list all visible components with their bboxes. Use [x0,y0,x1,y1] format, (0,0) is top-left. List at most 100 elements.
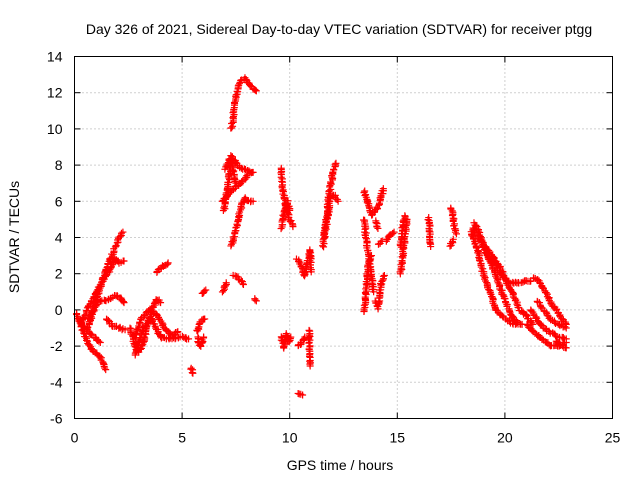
x-tick-labels: 0 5 10 15 20 25 [71,430,621,446]
data-point [279,211,287,219]
data-point [189,369,197,377]
data-point [252,87,260,95]
sdtvar-track-34 [372,217,382,232]
data-point [424,216,432,224]
data-point [380,272,388,280]
data-point [251,85,259,93]
x-tick-label: 25 [605,430,621,446]
data-point [299,391,307,399]
data-point [136,335,144,343]
data-point [451,225,459,233]
data-point [80,329,88,337]
data-point [374,224,382,232]
y-tick-label: 10 [47,121,63,137]
y-tick-label: 12 [47,85,63,101]
sdtvar-track-12 [198,286,210,297]
data-point [96,284,104,292]
data-point [528,319,536,327]
sdtvar-track-19 [227,74,260,132]
data-point [221,282,229,290]
x-tick-label: 0 [71,430,79,446]
data-point [220,204,228,212]
sdtvar-track-17 [227,194,257,250]
data-point [231,178,239,186]
data-point [529,320,537,328]
sdtvar-track-4 [85,292,128,322]
data-point [133,325,141,333]
sdtvar-track-21 [251,295,260,305]
data-point [522,310,530,318]
data-point [120,257,128,265]
sdtvar-track-23 [277,197,294,233]
sdtvar-track-50 [533,297,570,332]
data-point [82,333,90,341]
sdtvar-track-41 [447,204,460,238]
data-point [451,228,459,236]
data-point [200,287,208,295]
x-axis-title: GPS time / hours [287,457,394,473]
data-point [83,336,91,344]
data-point [220,287,228,295]
data-point [499,312,507,320]
data-point [117,229,125,237]
data-point [279,190,287,198]
data-point [374,205,382,213]
data-point [373,223,381,231]
data-point [489,252,497,260]
data-point [237,277,245,285]
data-point [174,328,182,336]
data-point [230,99,238,107]
data-point [239,281,247,289]
sdtvar-track-20 [229,271,247,289]
data-point [555,340,563,348]
data-point [486,289,494,297]
data-point [156,315,164,323]
data-point [334,197,342,205]
data-point [378,237,386,245]
data-point [306,362,314,370]
data-point [284,203,292,211]
sdtvar-track-42 [446,235,457,250]
data-point [400,216,408,224]
sdtvar-track-27 [294,389,307,399]
y-tick-label: 8 [55,157,63,173]
sdtvar-track-10 [187,364,197,377]
y-axis-title: SDTVAR / TECUs [6,181,22,293]
data-point [96,353,104,361]
data-point [379,272,387,280]
data-point [472,221,480,229]
data-points [73,74,570,399]
sdtvar-track-25 [292,246,315,280]
data-point [492,261,500,269]
sdtvar-track-11 [193,315,209,335]
data-point [107,254,115,262]
sdtvar-track-40 [424,214,435,251]
sdtvar-track-39 [396,212,409,251]
data-point [232,179,240,187]
sdtvar-track-9 [153,259,172,276]
data-point [101,364,109,372]
data-point [475,256,483,264]
data-point [452,230,460,238]
data-point [87,330,95,338]
data-point [119,298,127,306]
sdtvar-track-18 [219,152,240,215]
sdtvar-track-35 [371,272,388,313]
data-point [232,223,240,231]
sdtvar-track-14 [218,279,230,296]
x-tick-label: 15 [390,430,406,446]
data-point [116,232,124,240]
sdtvar-track-32 [360,216,378,296]
sdtvar-track-5 [103,315,129,334]
chart-title: Day 326 of 2021, Sidereal Day-to-day VTE… [86,21,592,37]
data-point [320,230,328,238]
data-point [552,332,560,340]
data-point [251,86,259,94]
sdtvar-track-28 [305,326,314,370]
data-point [199,338,207,346]
data-point [289,223,297,231]
data-point [332,159,340,167]
data-point [157,299,165,307]
data-point [542,289,550,297]
